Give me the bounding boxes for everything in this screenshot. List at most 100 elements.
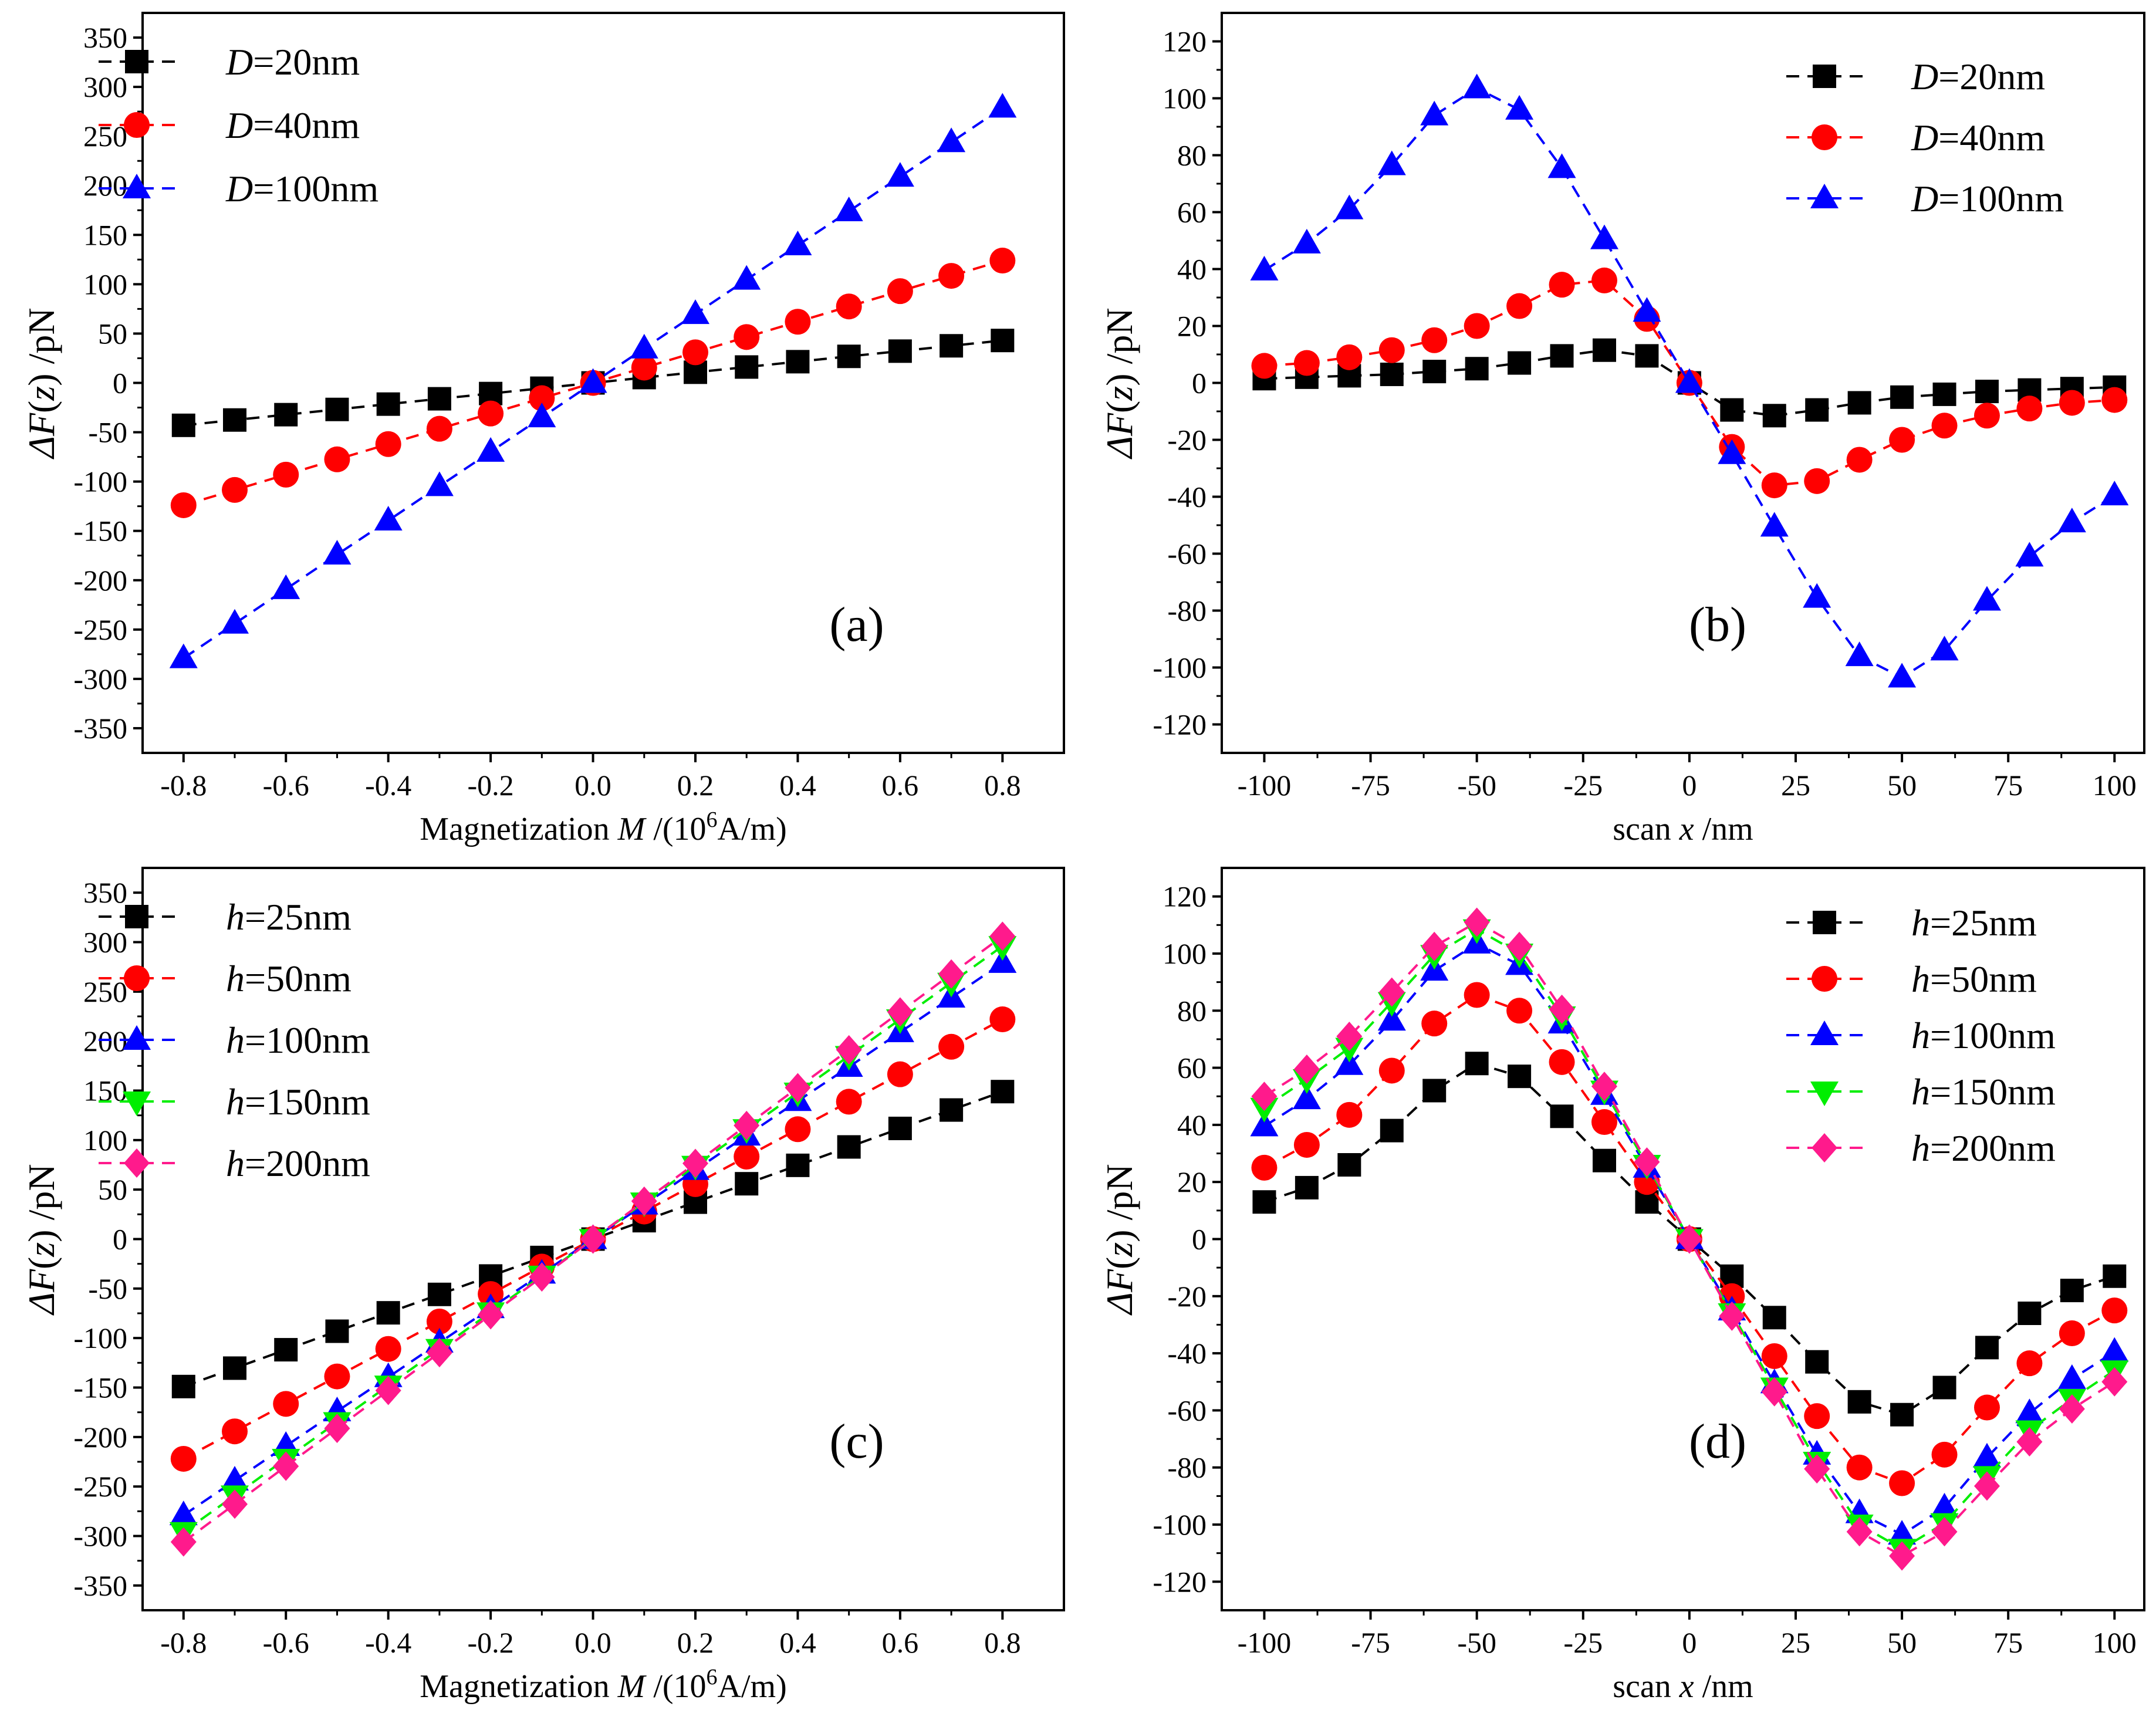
data-point	[1591, 267, 1617, 293]
data-point	[273, 1451, 299, 1481]
ylabel-suffix: ) /pN	[21, 1164, 62, 1242]
data-point	[1549, 994, 1575, 1024]
data-point	[427, 387, 451, 411]
legend-rest: =100nm	[1938, 178, 2064, 219]
data-point	[1505, 94, 1534, 120]
data-point	[1930, 1492, 1959, 1518]
y-tick-label: -80	[1167, 594, 1207, 627]
data-point	[580, 1224, 606, 1254]
data-point	[2018, 1302, 2042, 1325]
data-point	[1292, 228, 1321, 254]
data-point	[1464, 982, 1490, 1008]
data-point	[2016, 396, 2043, 422]
chart-panel-b: -100 -75 -50 -25 0 25 50 75 100 -120 -100 -80 -60 -40…	[1099, 12, 2145, 847]
x-tick-label: 0.0	[575, 1626, 611, 1659]
y-tick-label: 100	[83, 1124, 127, 1157]
x-tick-label: 50	[1887, 769, 1917, 802]
y-tick-label: 50	[98, 317, 127, 350]
data-point	[887, 1061, 913, 1087]
panel-label: (d)	[1689, 1414, 1746, 1469]
xlabel-prefix: scan	[1613, 811, 1679, 847]
y-tick-label: -100	[73, 1322, 127, 1354]
legend-item: D=20nm	[99, 41, 360, 83]
data-point	[1336, 1022, 1363, 1052]
x-axis: -0.8 -0.6 -0.4 -0.2 0.0 0.2 0.4 0.6 0.8	[160, 753, 1021, 802]
data-point	[1464, 907, 1490, 937]
data-point	[989, 1006, 1016, 1033]
x-tick-label: 0.6	[882, 1626, 919, 1659]
data-point	[1633, 297, 1661, 322]
data-point	[2100, 1337, 2129, 1362]
x-tick-label: 0.2	[677, 1626, 714, 1659]
legend-var: h	[1911, 902, 1930, 944]
xlabel-suffix: A/m)	[718, 811, 787, 847]
legend-rest: =100nm	[245, 1019, 370, 1061]
xlabel-mid: /nm	[1694, 811, 1753, 847]
legend-item: h=200nm	[1786, 1127, 2056, 1169]
data-point	[991, 1080, 1015, 1104]
x-axis: -100 -75 -50 -25 0 25 50 75 100	[1238, 1610, 2137, 1659]
legend-label: D=100nm	[1911, 178, 2064, 219]
legend-label: h=25nm	[226, 896, 352, 938]
data-point	[1760, 512, 1789, 537]
y-tick-label: -120	[1153, 1565, 1207, 1598]
data-point	[2059, 1394, 2085, 1424]
y-tick-label: -300	[73, 1520, 127, 1553]
legend-var: h	[226, 896, 245, 938]
legend-rest: =100nm	[253, 168, 379, 209]
xlabel-mid: /nm	[1694, 1668, 1753, 1705]
legend-marker	[1812, 1133, 1837, 1162]
data-point	[1635, 344, 1659, 368]
legend-rest: =25nm	[245, 896, 352, 938]
x-tick-label: -50	[1457, 1626, 1496, 1659]
data-point	[988, 93, 1017, 118]
data-point	[1421, 931, 1448, 961]
data-point	[478, 1300, 504, 1330]
data-point	[222, 1489, 248, 1519]
data-point	[735, 355, 759, 379]
data-point	[1847, 1390, 1871, 1414]
data-point	[1761, 1377, 1787, 1407]
data-point	[1675, 368, 1704, 393]
legend-rest: =20nm	[1938, 56, 2045, 97]
data-point	[836, 293, 862, 320]
legend-label: D=20nm	[1911, 56, 2045, 97]
data-point	[1380, 362, 1404, 386]
xlabel-sup: 6	[707, 807, 718, 832]
data-point	[1592, 1148, 1616, 1172]
x-axis-label: scan x /nm	[1613, 811, 1753, 847]
y-axis: -350-300-250-200-150-100-500501001502002…	[73, 876, 143, 1602]
data-point	[222, 1418, 248, 1445]
legend-marker	[1812, 124, 1837, 150]
data-point	[735, 1172, 759, 1196]
x-tick-label: 50	[1887, 1626, 1917, 1659]
x-tick-label: -50	[1457, 769, 1496, 802]
legend-label: h=150nm	[1911, 1071, 2056, 1113]
data-point	[1846, 447, 1873, 473]
data-point	[376, 392, 400, 416]
data-point	[1251, 1082, 1278, 1111]
ylabel-f: F	[21, 413, 62, 437]
data-point	[940, 334, 964, 358]
legend-marker	[124, 965, 150, 991]
xlabel-prefix: scan	[1613, 1668, 1679, 1705]
data-point	[2015, 1398, 2044, 1424]
ylabel-var: z	[1099, 386, 1140, 401]
x-tick-label: -0.8	[160, 1626, 207, 1659]
y-tick-label: -300	[73, 663, 127, 695]
data-point	[888, 1116, 912, 1140]
y-axis: -120 -100 -80 -60 -40 -20 0 20 40 60 80 100 120	[1153, 25, 1222, 741]
x-tick-label: 0	[1682, 769, 1697, 802]
xlabel-suffix: A/m)	[718, 1668, 787, 1705]
data-point	[1846, 1517, 1873, 1547]
ylabel-f: F	[21, 1269, 62, 1293]
legend-marker	[125, 50, 148, 73]
data-point	[1378, 977, 1405, 1007]
y-tick-label: -100	[73, 465, 127, 498]
data-point	[426, 1338, 452, 1368]
ylabel-suffix: ) /pN	[1099, 1164, 1140, 1242]
data-point	[682, 1148, 708, 1178]
data-point	[991, 329, 1015, 353]
legend-item: h=50nm	[99, 958, 352, 999]
